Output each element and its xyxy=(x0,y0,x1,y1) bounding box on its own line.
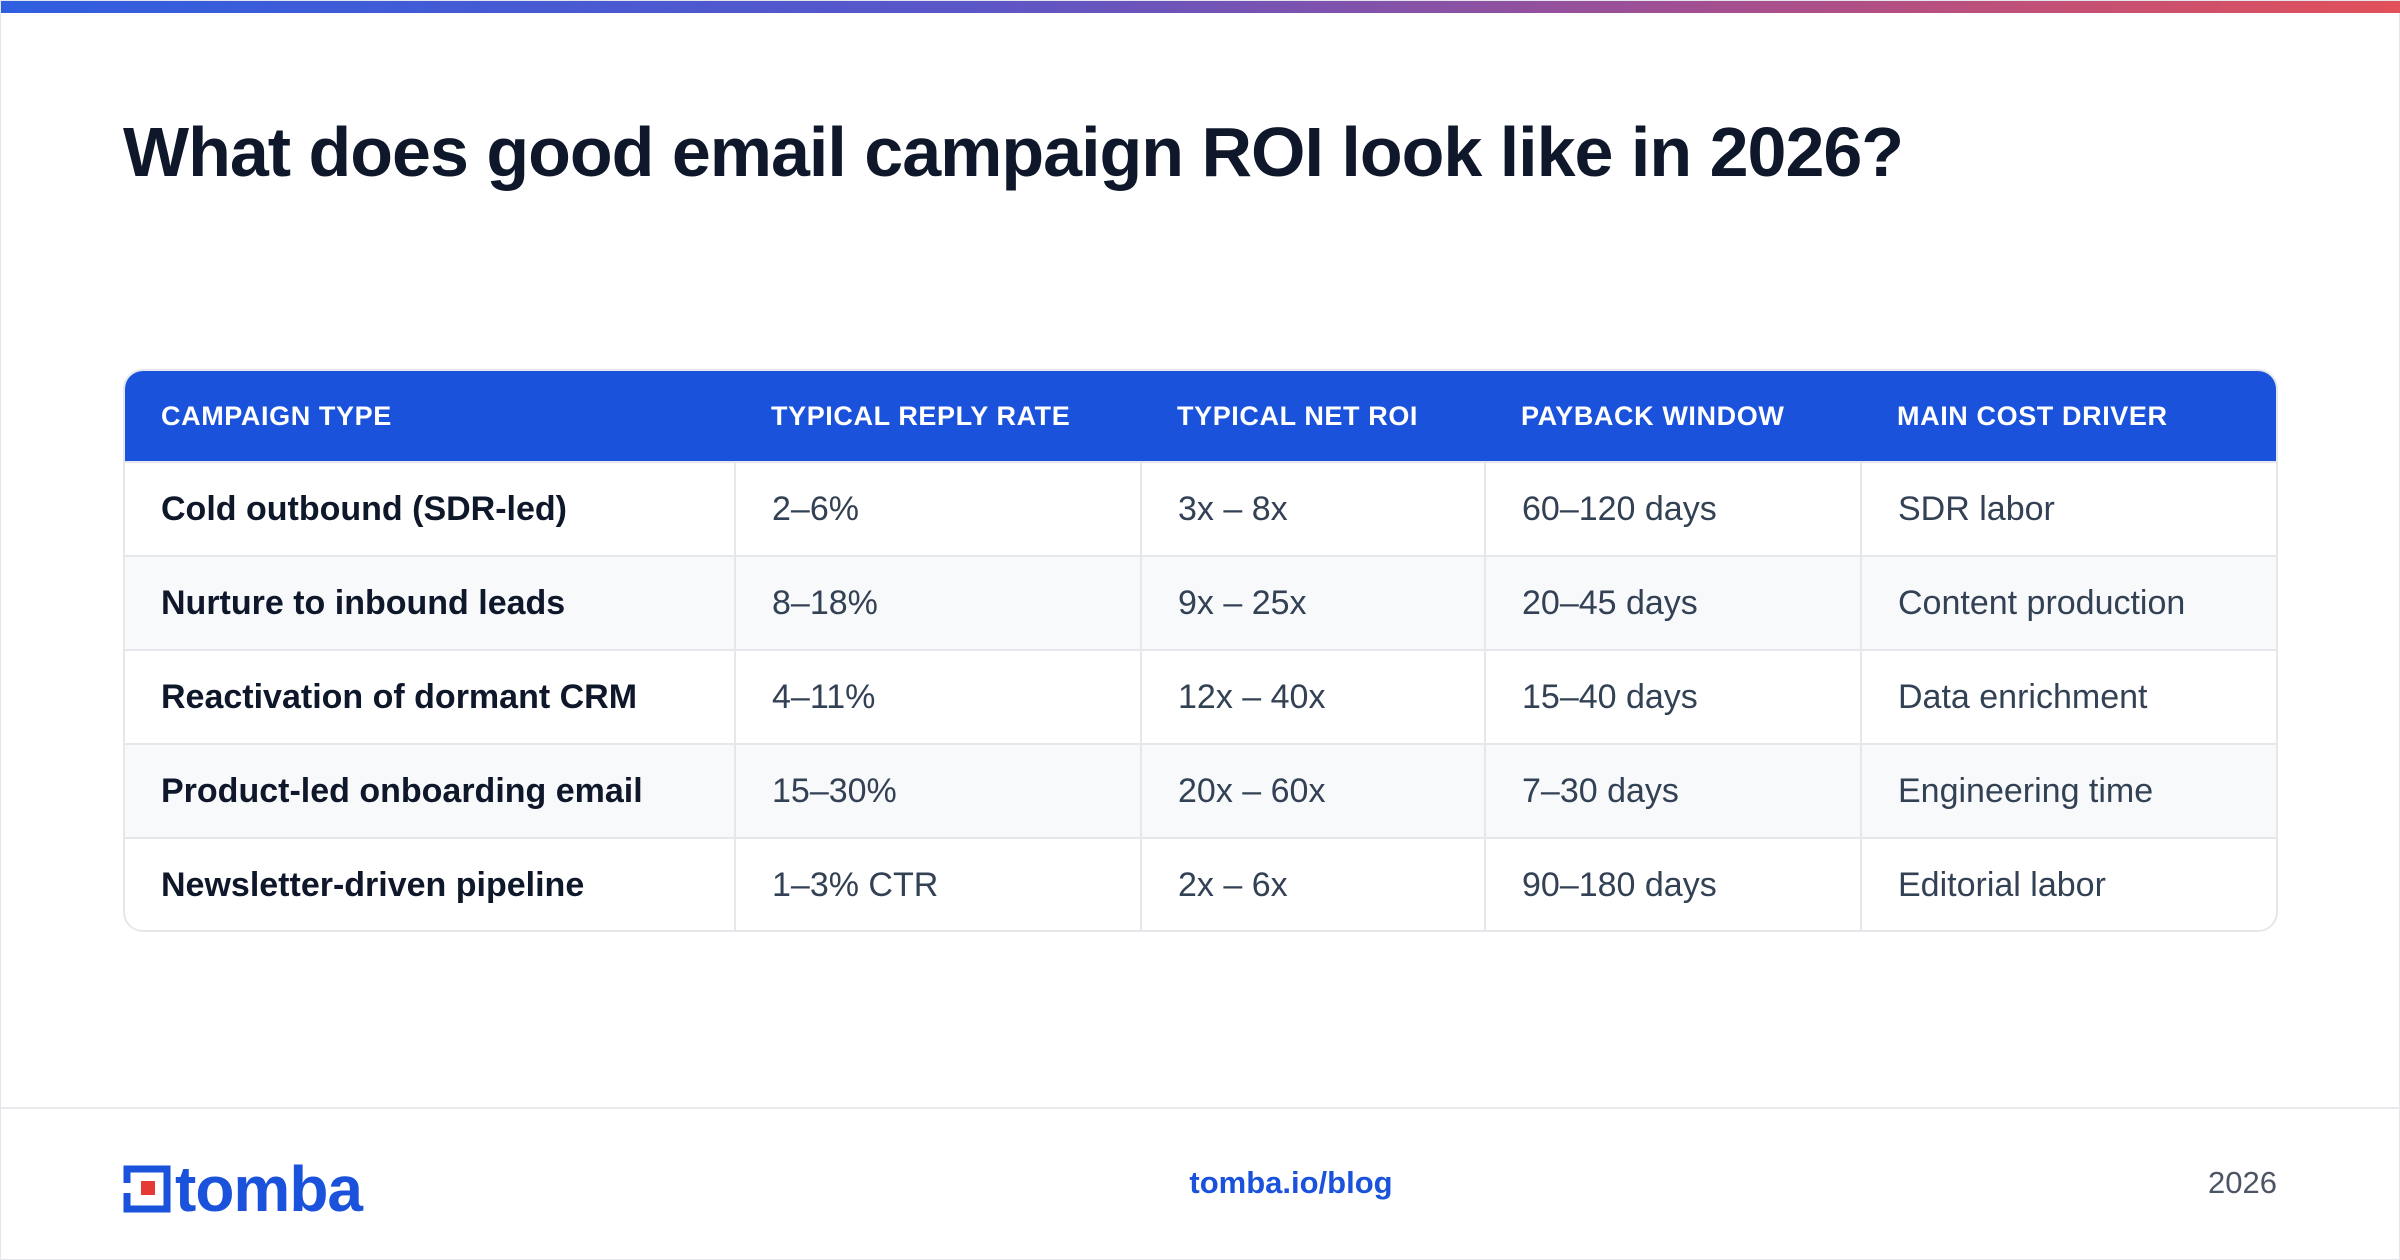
cell-payback-window: 90–180 days xyxy=(1484,838,1861,930)
cell-reply-rate: 1–3% CTR xyxy=(734,838,1141,930)
cell-cost-driver: SDR labor xyxy=(1860,462,2276,556)
cell-campaign-type: Nurture to inbound leads xyxy=(161,583,566,622)
table-row: Nurture to inbound leads 8–18% 9x – 25x … xyxy=(125,556,2276,650)
cell-reply-rate: 2–6% xyxy=(734,462,1141,556)
header-cost-driver: MAIN COST DRIVER xyxy=(1897,400,2168,431)
blog-link[interactable]: tomba.io/blog xyxy=(1189,1165,1393,1200)
roi-table: CAMPAIGN TYPE TYPICAL REPLY RATE TYPICAL… xyxy=(125,371,2276,930)
cell-net-roi: 3x – 8x xyxy=(1140,462,1485,556)
cell-payback-window: 20–45 days xyxy=(1484,556,1861,650)
footer-year: 2026 xyxy=(2208,1165,2277,1200)
header-campaign-type: CAMPAIGN TYPE xyxy=(161,400,392,431)
cell-reply-rate: 4–11% xyxy=(734,650,1141,744)
cell-cost-driver: Data enrichment xyxy=(1860,650,2276,744)
cell-campaign-type: Newsletter-driven pipeline xyxy=(161,866,585,904)
footer-divider xyxy=(1,1107,2400,1109)
table-row: Product-led onboarding email 15–30% 20x … xyxy=(125,744,2276,838)
cell-net-roi: 20x – 60x xyxy=(1140,744,1485,838)
cell-cost-driver: Editorial labor xyxy=(1860,838,2276,930)
cell-reply-rate: 8–18% xyxy=(734,556,1141,650)
cell-campaign-type: Cold outbound (SDR-led) xyxy=(161,489,568,528)
header-reply-rate: TYPICAL REPLY RATE xyxy=(771,400,1071,431)
table-row: Cold outbound (SDR-led) 2–6% 3x – 8x 60–… xyxy=(125,462,2276,556)
cell-cost-driver: Content production xyxy=(1860,556,2276,650)
cell-net-roi: 9x – 25x xyxy=(1140,556,1485,650)
cell-payback-window: 7–30 days xyxy=(1484,744,1861,838)
tomba-logo-icon xyxy=(123,1165,171,1213)
cell-reply-rate: 15–30% xyxy=(734,744,1141,838)
header-payback-window: PAYBACK WINDOW xyxy=(1521,400,1785,431)
cell-campaign-type: Product-led onboarding email xyxy=(161,771,643,810)
table-row: Newsletter-driven pipeline 1–3% CTR 2x –… xyxy=(125,838,2276,930)
header-net-roi: TYPICAL NET ROI xyxy=(1177,400,1419,431)
roi-table-container: CAMPAIGN TYPE TYPICAL REPLY RATE TYPICAL… xyxy=(123,369,2278,932)
page-title: What does good email campaign ROI look l… xyxy=(123,113,1904,191)
cell-net-roi: 12x – 40x xyxy=(1140,650,1485,744)
cell-campaign-type: Reactivation of dormant CRM xyxy=(161,677,638,716)
cell-payback-window: 15–40 days xyxy=(1484,650,1861,744)
cell-net-roi: 2x – 6x xyxy=(1140,838,1485,930)
tomba-logo[interactable]: tomba xyxy=(123,1153,363,1225)
cell-cost-driver: Engineering time xyxy=(1860,744,2276,838)
cell-payback-window: 60–120 days xyxy=(1484,462,1861,556)
logo-wordmark: tomba xyxy=(175,1153,363,1225)
top-gradient-bar xyxy=(1,1,2400,13)
table-row: Reactivation of dormant CRM 4–11% 12x – … xyxy=(125,650,2276,744)
table-header-row: CAMPAIGN TYPE TYPICAL REPLY RATE TYPICAL… xyxy=(125,371,2276,462)
